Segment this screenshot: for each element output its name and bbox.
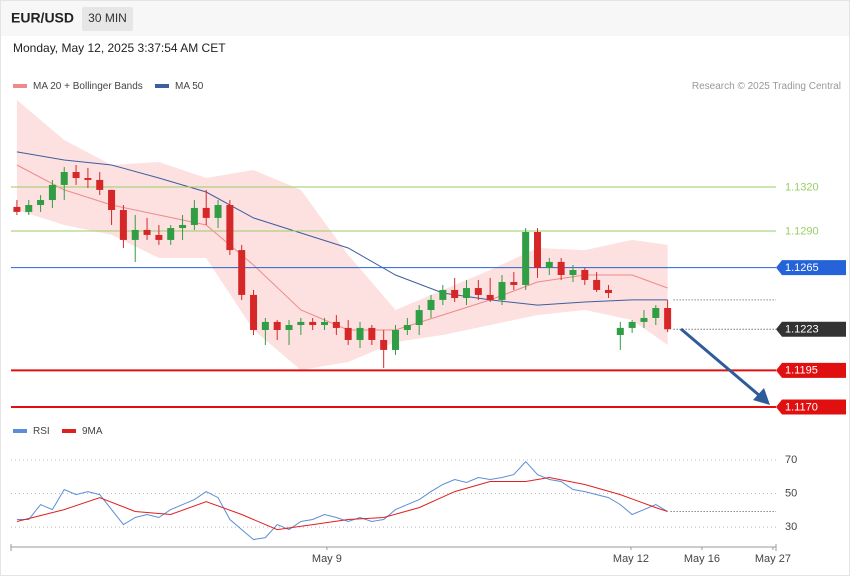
candle-body (332, 321, 340, 328)
candle-body (72, 172, 80, 179)
legend-swatch (155, 84, 169, 88)
candle-body (392, 329, 400, 350)
candle-body (356, 327, 364, 340)
candle-body (439, 289, 447, 300)
candle-body (380, 339, 388, 350)
credit: Research © 2025 Trading Central (692, 81, 841, 92)
candle-body (13, 206, 21, 212)
candle-body (261, 321, 269, 330)
forecast-arrow (680, 327, 761, 398)
candle-body (167, 228, 175, 240)
candle-body (474, 288, 482, 295)
level-label: 1.1265 (785, 262, 819, 274)
candle-body (285, 325, 293, 330)
timestamp: Monday, May 12, 2025 3:37:54 AM CET (13, 41, 226, 55)
candle-body (131, 229, 139, 240)
level-tag (776, 362, 846, 378)
candle-body (593, 279, 601, 290)
level-tag (776, 321, 846, 337)
candle-body (238, 250, 246, 295)
candle-body (273, 321, 281, 330)
candle-body (226, 205, 234, 251)
bollinger-band (16, 100, 668, 370)
candle-body (640, 317, 648, 322)
level-tag (776, 260, 846, 276)
candle-body (498, 282, 506, 300)
symbol: EUR/USD (11, 10, 74, 26)
candle-body (25, 205, 33, 212)
candle-body (486, 294, 494, 300)
level-label: 1.1195 (785, 365, 818, 377)
candle-body (628, 321, 636, 328)
series-line (16, 151, 668, 306)
candle-body (664, 307, 672, 330)
candle-body (427, 299, 435, 311)
candle-body (569, 270, 577, 275)
legend-swatch (13, 429, 27, 433)
y-tick-label: 70 (785, 454, 797, 466)
candle-body (119, 210, 127, 240)
candle-body (37, 200, 45, 206)
x-tick-label: May 16 (684, 553, 720, 565)
candle-body (250, 294, 258, 330)
candle-body (309, 321, 317, 326)
candle-body (616, 327, 624, 335)
level-label: 1.1320 (785, 181, 819, 193)
candle-body (557, 261, 565, 275)
y-tick-label: 30 (785, 521, 797, 533)
x-tick-label: May 9 (312, 553, 342, 565)
level-tag (776, 399, 846, 415)
level-label: 1.1290 (785, 225, 819, 237)
x-tick-label: May 27 (755, 553, 791, 565)
candle-body (202, 207, 210, 218)
candle-body (344, 327, 352, 340)
candle-body (297, 321, 305, 326)
candle-body (451, 289, 459, 299)
candle-body (533, 232, 541, 268)
header-bar (1, 1, 849, 36)
candle-body (179, 224, 187, 229)
interval: 30 MIN (88, 11, 127, 25)
candle-body (108, 189, 116, 211)
y-tick-label: 50 (785, 487, 797, 499)
candle-body (190, 207, 198, 225)
candle-body (604, 289, 612, 294)
candle-body (84, 178, 92, 180)
candle-body (96, 179, 104, 190)
candle-body (368, 327, 376, 340)
interval-badge (82, 7, 133, 31)
candle-body (214, 205, 222, 218)
arrow-head (753, 388, 770, 405)
legend-label: MA 50 (175, 81, 204, 92)
candle-body (155, 234, 163, 240)
candle-body (545, 261, 553, 268)
legend-label: MA 20 + Bollinger Bands (33, 81, 143, 92)
candle-body (652, 307, 660, 318)
legend-swatch (62, 429, 76, 433)
candle-body (510, 282, 518, 285)
candle-body (522, 232, 530, 285)
plot-area: 1.1320 1.1290 1.1265 1.1223 1.1195 1.1170 30 50… (10, 100, 846, 565)
legend-swatch (13, 84, 27, 88)
x-tick-label: May 12 (613, 553, 649, 565)
candle-body (415, 310, 423, 326)
level-label: 1.1223 (785, 324, 819, 336)
series-line (16, 476, 668, 531)
candle-body (581, 270, 589, 280)
candle-body (321, 321, 329, 326)
candle-body (403, 325, 411, 330)
legend-label: 9MA (82, 426, 103, 437)
series-line (16, 460, 668, 541)
candle-body (143, 229, 151, 235)
candle-body (60, 172, 68, 185)
level-label: 1.1170 (785, 401, 818, 413)
legend-label: RSI (33, 426, 50, 437)
candle-body (462, 288, 470, 299)
candle-body (48, 184, 56, 201)
